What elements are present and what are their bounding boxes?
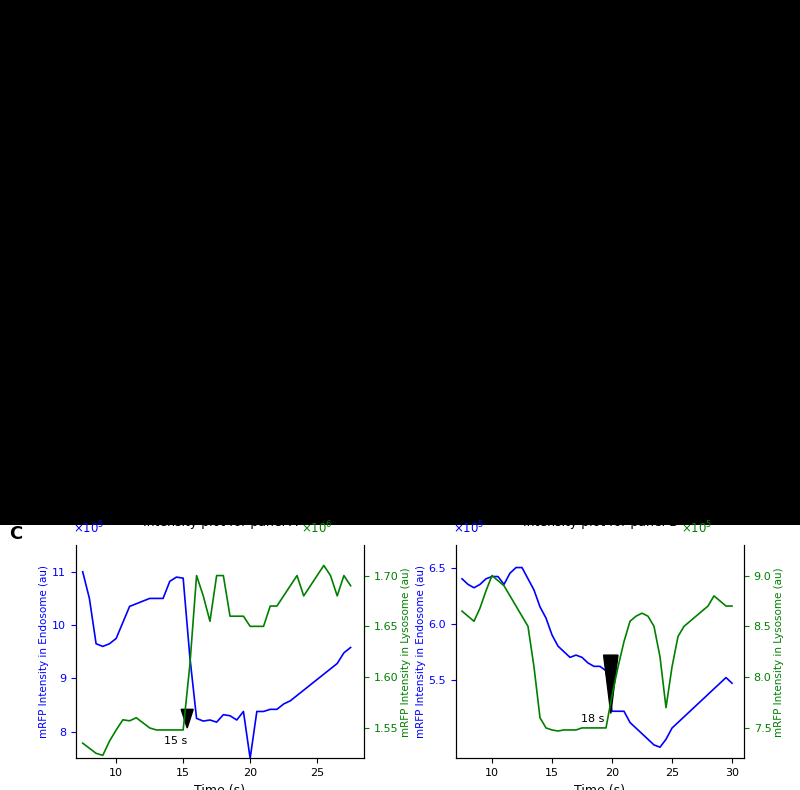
Polygon shape bbox=[603, 655, 618, 713]
Text: $\times\mathregular{10^6}$: $\times\mathregular{10^6}$ bbox=[301, 520, 332, 536]
Text: $\times\mathregular{10^5}$: $\times\mathregular{10^5}$ bbox=[73, 520, 105, 536]
Polygon shape bbox=[181, 709, 194, 728]
Text: 15 s: 15 s bbox=[165, 736, 188, 746]
X-axis label: Time (s): Time (s) bbox=[574, 784, 626, 790]
Text: B: B bbox=[10, 265, 23, 283]
Text: $\times\mathregular{10^5}$: $\times\mathregular{10^5}$ bbox=[453, 520, 485, 536]
Title: Intensity plot for panel A: Intensity plot for panel A bbox=[142, 516, 298, 529]
Y-axis label: mRFP Intensity in Endosome (au): mRFP Intensity in Endosome (au) bbox=[39, 566, 50, 738]
X-axis label: Time (s): Time (s) bbox=[194, 784, 246, 790]
Y-axis label: mRFP Intensity in Lysosome (au): mRFP Intensity in Lysosome (au) bbox=[402, 567, 411, 736]
Text: 18 s: 18 s bbox=[581, 714, 604, 724]
Y-axis label: mRFP Intensity in Lysosome (au): mRFP Intensity in Lysosome (au) bbox=[774, 567, 784, 736]
Title: Intensity plot for panel B: Intensity plot for panel B bbox=[522, 516, 678, 529]
Text: A: A bbox=[10, 2, 23, 20]
Text: C: C bbox=[10, 525, 23, 544]
Y-axis label: mRFP Intensity in Endosome (au): mRFP Intensity in Endosome (au) bbox=[416, 566, 426, 738]
Text: $\times\mathregular{10^5}$: $\times\mathregular{10^5}$ bbox=[681, 520, 712, 536]
